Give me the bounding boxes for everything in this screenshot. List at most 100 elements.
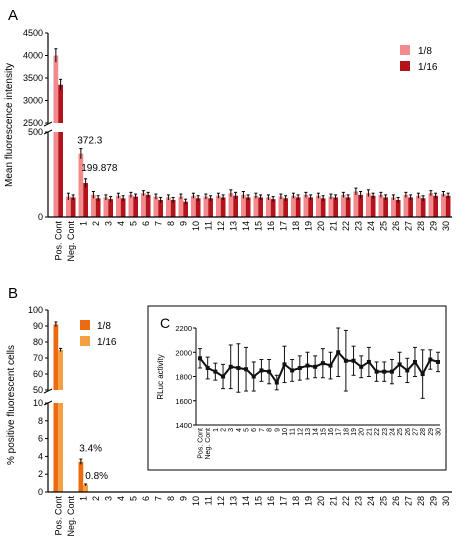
a-bar xyxy=(291,195,296,217)
panel-c-points xyxy=(198,350,440,385)
c-y-tick-label: 2000 xyxy=(175,348,192,357)
a-bar-upper xyxy=(53,55,59,123)
a-bar xyxy=(308,197,313,217)
a-bar xyxy=(203,196,209,217)
a-bar xyxy=(383,197,388,217)
a-category-label: Pos. Cont xyxy=(53,221,63,261)
c-point xyxy=(313,364,318,369)
a-bar xyxy=(420,198,426,217)
c-category-label: 24 xyxy=(389,428,396,436)
b-y-tick-label: 0 xyxy=(38,487,43,497)
b-category-label: 4 xyxy=(116,496,126,501)
a-bar xyxy=(58,132,63,217)
b-category-label: 13 xyxy=(228,496,238,506)
b-y-tick-label: 60 xyxy=(33,369,43,379)
b-category-label: 26 xyxy=(391,496,401,506)
c-point xyxy=(305,363,310,368)
a-bar xyxy=(408,197,413,217)
b-bar-upper xyxy=(58,350,63,390)
panel-c-letter: C xyxy=(160,315,170,331)
c-point xyxy=(389,369,394,374)
c-category-label: 16 xyxy=(328,428,335,436)
a-bar xyxy=(353,191,359,217)
a-bar xyxy=(170,200,176,217)
c-category-label: 17 xyxy=(336,428,343,436)
c-category-label: 9 xyxy=(274,428,281,432)
c-point xyxy=(236,366,241,371)
b-category-label: 18 xyxy=(291,496,301,506)
panel-c-category-labels: Pos. Cont Neg. Cont 1 2 3 4 5 6 7 8 9 10 11 12 13 14 15 1… xyxy=(198,428,443,460)
c-y-tick-label: 1600 xyxy=(175,397,192,406)
c-category-label: 26 xyxy=(405,428,412,436)
c-point xyxy=(282,362,287,367)
c-point xyxy=(366,359,371,364)
c-point xyxy=(397,362,402,367)
b-category-label: 2 xyxy=(91,496,101,501)
a-bar-upper xyxy=(58,84,63,123)
c-point xyxy=(320,361,325,366)
c-point xyxy=(221,374,226,379)
b-category-label: 3 xyxy=(103,496,113,501)
panel-a-y-axis-label: Mean fluorescence intensity xyxy=(4,63,15,187)
c-point xyxy=(428,357,433,362)
b-y-tick-label: 100 xyxy=(28,305,43,315)
a-category-label: 28 xyxy=(416,221,426,231)
b-category-label: 5 xyxy=(128,496,138,501)
a-category-label: 25 xyxy=(378,221,388,231)
a-bar xyxy=(333,197,338,217)
c-category-label: 20 xyxy=(359,428,366,436)
a-bar xyxy=(433,195,438,217)
a-bar xyxy=(191,195,196,217)
a-category-label: 11 xyxy=(203,221,213,230)
c-category-label: 23 xyxy=(382,428,389,436)
b-category-label: 15 xyxy=(253,496,263,506)
c-category-label: 18 xyxy=(343,428,350,436)
c-point xyxy=(297,366,302,371)
a-y-tick-label: 2500 xyxy=(23,118,43,128)
panel-b-bars xyxy=(53,321,88,492)
a-bar xyxy=(241,194,246,217)
a-bar xyxy=(358,194,363,217)
a-category-label: 26 xyxy=(391,221,401,231)
c-point xyxy=(259,368,264,373)
a-bar xyxy=(195,198,201,217)
a-bar xyxy=(370,195,376,217)
c-category-label: 7 xyxy=(259,428,266,432)
b-category-label: 27 xyxy=(403,496,413,506)
b-category-label: 12 xyxy=(216,496,226,506)
c-category-label: 22 xyxy=(374,428,381,436)
a-category-label: 10 xyxy=(191,221,201,231)
c-category-label: 27 xyxy=(412,428,419,436)
a-bar xyxy=(178,196,184,217)
a-category-label: Neg. Cont xyxy=(66,221,76,262)
c-point xyxy=(343,358,348,363)
a-category-label: 13 xyxy=(228,221,238,231)
c-category-label: 19 xyxy=(351,428,358,436)
a-bar xyxy=(428,193,434,217)
a-bar xyxy=(366,193,371,217)
b-y-tick-label: 4 xyxy=(38,451,43,461)
a-bar xyxy=(395,200,401,217)
c-point xyxy=(328,363,333,368)
a-bar xyxy=(441,194,446,217)
b-category-label: 7 xyxy=(153,496,163,501)
panel-a-legend: 1/8 1/16 xyxy=(400,45,438,73)
a-bar xyxy=(66,196,71,217)
a-category-label: 4 xyxy=(116,221,126,226)
a-bar xyxy=(341,194,346,217)
a-bar xyxy=(141,193,146,217)
a-bar xyxy=(158,200,163,217)
b-bar xyxy=(53,403,59,492)
a-category-label: 1 xyxy=(78,221,88,226)
a-bar xyxy=(53,132,59,217)
panel-b-legend-label-1: 1/8 xyxy=(97,321,111,332)
a-category-label: 6 xyxy=(141,221,151,226)
a-bar xyxy=(95,198,101,217)
panel-a-legend-swatch-1 xyxy=(400,45,410,55)
panel-b-legend: 1/8 1/16 xyxy=(80,320,117,348)
a-bar xyxy=(83,183,88,217)
panel-a-legend-label-1: 1/8 xyxy=(418,46,432,57)
a-y-tick-label: 4000 xyxy=(23,51,43,61)
a-bar xyxy=(208,198,213,217)
b-y-tick-label: 6 xyxy=(38,434,43,444)
